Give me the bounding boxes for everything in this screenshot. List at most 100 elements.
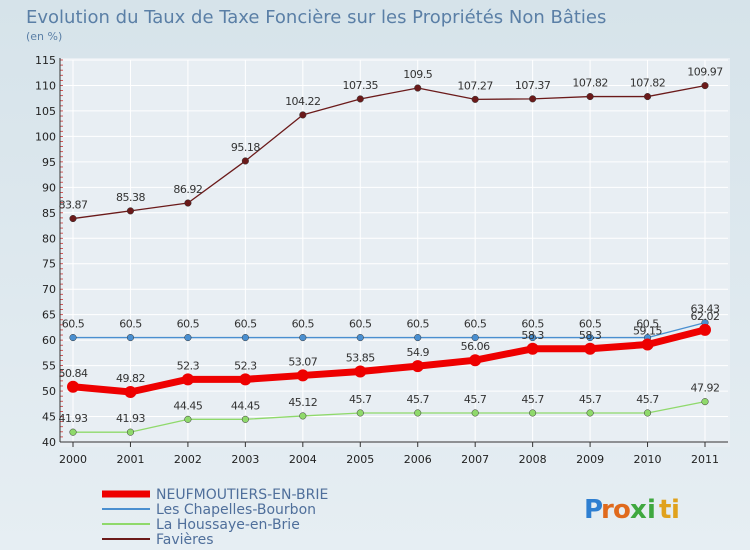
data-point bbox=[586, 409, 594, 417]
data-label: 107.37 bbox=[515, 79, 551, 92]
series-group bbox=[67, 82, 711, 436]
data-label: 41.93 bbox=[116, 412, 145, 425]
data-label: 45.7 bbox=[464, 393, 487, 406]
data-point bbox=[239, 373, 252, 386]
data-point bbox=[529, 95, 537, 103]
series-line bbox=[72, 322, 706, 339]
series-line bbox=[69, 326, 709, 396]
data-point bbox=[356, 409, 364, 417]
legend-label: Favières bbox=[156, 532, 214, 548]
x-tick-label: 2007 bbox=[461, 453, 489, 466]
data-point bbox=[126, 334, 135, 342]
legend-label: NEUFMOUTIERS-EN-BRIE bbox=[156, 487, 328, 503]
data-label: 45.7 bbox=[406, 393, 429, 406]
data-point bbox=[296, 369, 309, 382]
data-point bbox=[356, 334, 364, 342]
chart-title: Evolution du Taux de Taxe Foncière sur l… bbox=[26, 7, 606, 28]
data-label: 45.7 bbox=[349, 393, 372, 406]
series-line bbox=[72, 401, 706, 433]
x-tick-label: 2011 bbox=[691, 453, 719, 466]
data-point bbox=[184, 415, 192, 423]
data-label: 54.9 bbox=[406, 346, 429, 359]
y-tick-label: 80 bbox=[42, 232, 56, 245]
data-label: 50.84 bbox=[59, 367, 88, 380]
data-label: 107.82 bbox=[630, 77, 666, 90]
data-point bbox=[701, 82, 709, 90]
data-label: 60.5 bbox=[521, 318, 544, 331]
x-tick-label: 2005 bbox=[346, 453, 374, 466]
data-label: 41.93 bbox=[59, 412, 88, 425]
data-label: 107.82 bbox=[572, 77, 608, 90]
y-tick-label: 95 bbox=[42, 156, 56, 169]
data-point bbox=[354, 365, 367, 378]
data-point bbox=[299, 334, 307, 342]
data-label: 56.06 bbox=[461, 340, 490, 353]
data-point bbox=[526, 342, 539, 355]
y-tick-label: 110 bbox=[35, 79, 56, 92]
data-point bbox=[471, 409, 479, 417]
data-label: 52.3 bbox=[234, 359, 257, 372]
y-tick-label: 45 bbox=[42, 411, 56, 424]
data-point bbox=[643, 409, 652, 417]
axes: 40 45 50 55 60 65 70 75 80 85 90 95 100 105 110 115 2000… bbox=[35, 54, 728, 466]
data-point bbox=[299, 412, 307, 420]
brand-letter: t bbox=[659, 495, 671, 525]
y-tick-label: 90 bbox=[42, 181, 56, 194]
data-label: 45.12 bbox=[288, 396, 317, 409]
legend-label: La Houssaye-en-Brie bbox=[156, 517, 300, 533]
data-point bbox=[584, 342, 597, 355]
proxiti-logo: Pr o x i t i bbox=[584, 495, 680, 525]
data-label: 60.5 bbox=[579, 318, 602, 331]
brand-letter: i bbox=[647, 495, 656, 525]
data-label: 58.3 bbox=[521, 329, 544, 342]
x-tick-label: 2010 bbox=[634, 453, 662, 466]
x-tick-label: 2009 bbox=[576, 453, 604, 466]
data-point bbox=[414, 334, 422, 342]
data-labels: 83.87 85.38 86.92 95.18 104.22 107.35 109.5 107… bbox=[59, 66, 724, 426]
data-label: 45.7 bbox=[579, 393, 602, 406]
y-tick-label: 60 bbox=[42, 334, 56, 347]
data-point bbox=[69, 215, 77, 223]
y-tick-label: 50 bbox=[42, 385, 56, 398]
data-point bbox=[184, 334, 192, 342]
x-tick-label: 2006 bbox=[404, 453, 432, 466]
data-point bbox=[471, 95, 479, 103]
data-label: 60.5 bbox=[62, 318, 85, 331]
data-point bbox=[67, 380, 79, 393]
brand-letter: r bbox=[601, 495, 614, 525]
data-label: 104.22 bbox=[285, 95, 321, 108]
brand-letter: x bbox=[630, 495, 647, 525]
brand-letter: o bbox=[613, 495, 631, 525]
data-label: 60.5 bbox=[349, 318, 372, 331]
data-label: 60.5 bbox=[234, 318, 257, 331]
y-tick-label: 105 bbox=[35, 105, 56, 118]
data-point bbox=[529, 409, 537, 417]
data-point bbox=[356, 95, 364, 103]
data-label: 63.43 bbox=[691, 303, 720, 316]
data-label: 60.5 bbox=[464, 318, 487, 331]
data-label: 109.5 bbox=[403, 68, 432, 81]
data-label: 107.35 bbox=[343, 79, 379, 92]
data-label: 60.5 bbox=[636, 318, 659, 331]
data-point bbox=[124, 385, 137, 398]
data-label: 95.18 bbox=[231, 141, 260, 154]
data-point bbox=[241, 334, 249, 342]
y-tick-label: 85 bbox=[42, 207, 56, 220]
x-tick-label: 2003 bbox=[231, 453, 259, 466]
data-label: 58.3 bbox=[579, 329, 602, 342]
data-label: 44.45 bbox=[231, 399, 260, 412]
data-label: 109.97 bbox=[687, 66, 723, 79]
data-label: 60.5 bbox=[292, 318, 315, 331]
data-label: 53.85 bbox=[346, 351, 375, 364]
data-point bbox=[126, 428, 135, 436]
data-point bbox=[241, 415, 249, 423]
data-label: 45.7 bbox=[636, 393, 659, 406]
data-label: 60.5 bbox=[177, 318, 200, 331]
data-point bbox=[471, 334, 479, 342]
y-tick-label: 40 bbox=[42, 436, 56, 449]
data-point bbox=[414, 409, 422, 417]
x-tick-label: 2008 bbox=[519, 453, 547, 466]
data-point bbox=[181, 373, 194, 386]
data-point bbox=[469, 354, 482, 367]
